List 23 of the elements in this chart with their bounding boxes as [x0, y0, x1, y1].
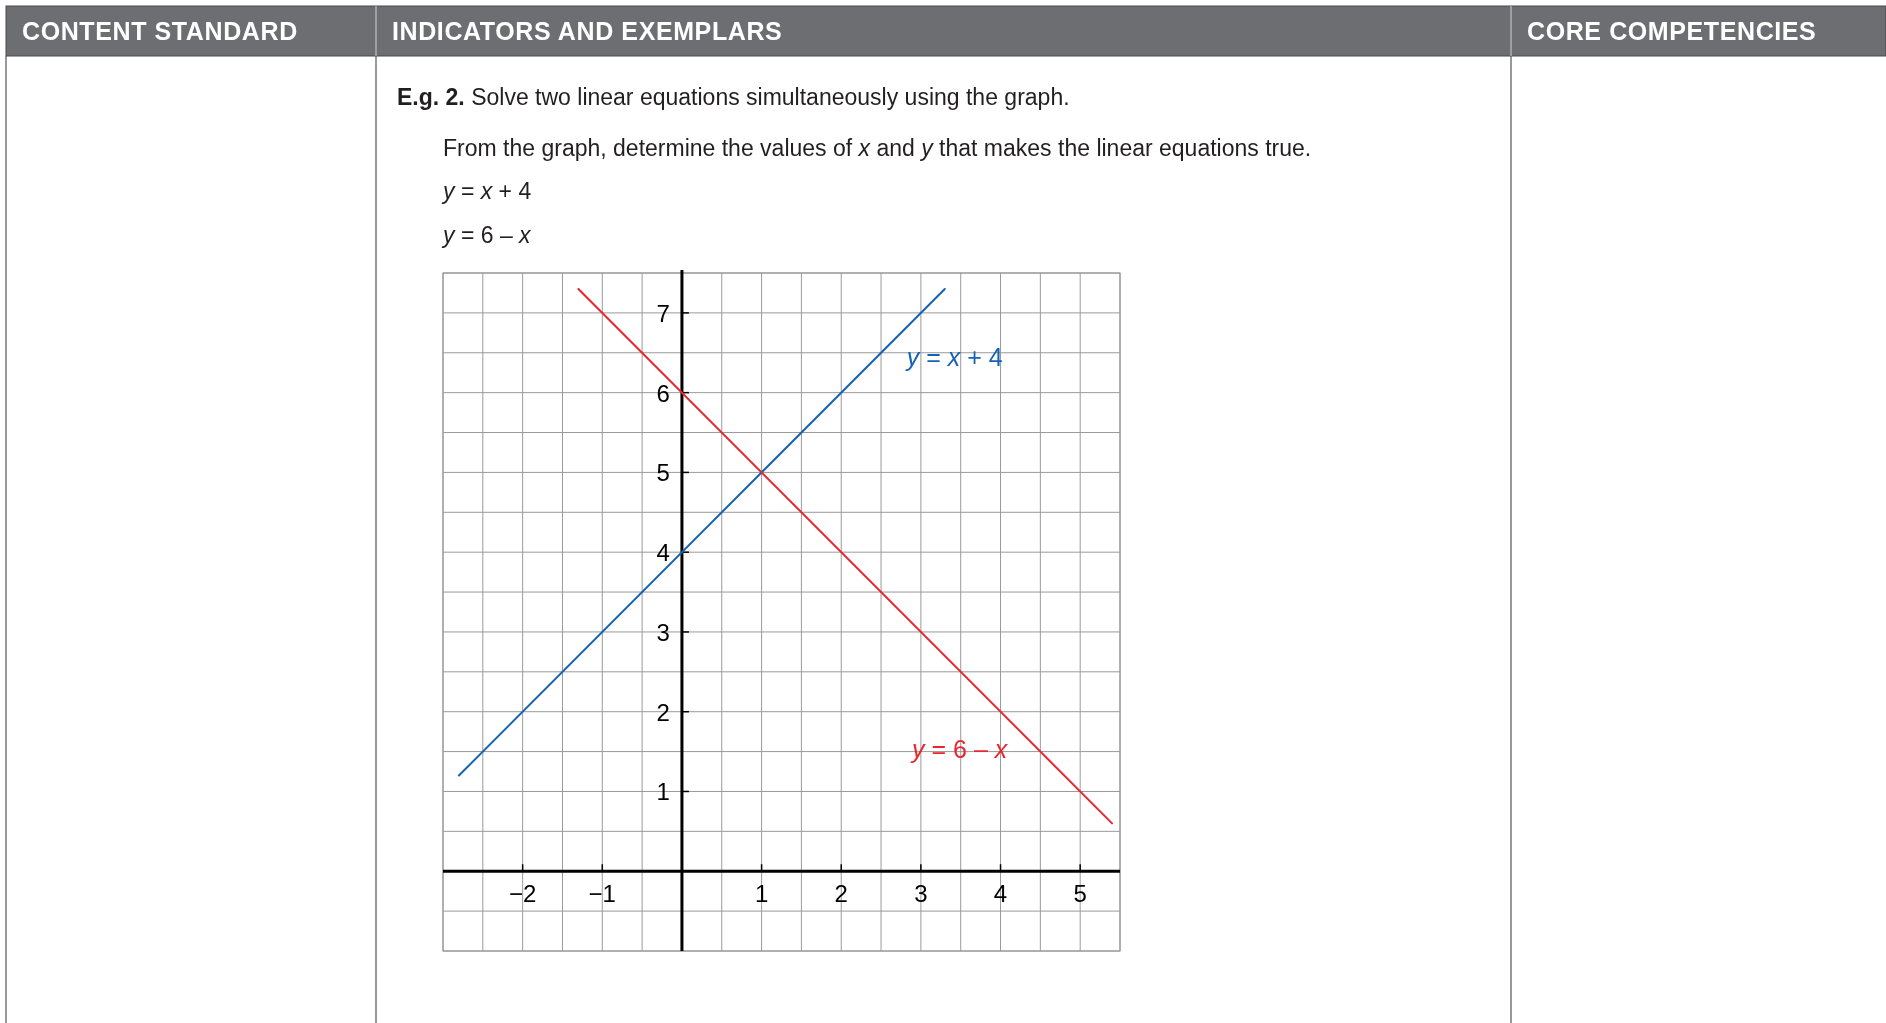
y-tick-label: 7 — [656, 299, 670, 327]
x-tick-label: 4 — [993, 880, 1008, 908]
series-label: y = x + 4 — [904, 343, 1003, 372]
x-tick-label: 3 — [914, 880, 928, 908]
x-tick-label: −2 — [508, 880, 537, 908]
x-tick-label: 2 — [834, 880, 848, 908]
y-tick-label: 3 — [656, 618, 670, 646]
y-tick-label: 1 — [656, 778, 670, 806]
text: y = 6 – x — [441, 222, 533, 248]
series-label: y = 6 – x — [910, 734, 1009, 763]
text: CORE COMPETENCIES — [1527, 17, 1817, 45]
text: From the graph, determine the values of x and y that makes the linear equations true. — [443, 135, 1312, 161]
y-tick-label: 4 — [656, 539, 670, 567]
text: y = x + 4 — [441, 178, 532, 204]
x-tick-label: 1 — [754, 880, 769, 908]
text: CONTENT STANDARD — [22, 17, 298, 45]
y-tick-label: 5 — [656, 459, 670, 487]
x-tick-label: −1 — [588, 880, 616, 908]
y-tick-label: 6 — [656, 379, 670, 407]
chart-title: E.g. 2. Solve two linear equations simultaneously using the graph. — [397, 84, 1070, 110]
text: INDICATORS AND EXEMPLARS — [392, 17, 783, 45]
x-tick-label: 5 — [1073, 880, 1087, 908]
y-tick-label: 2 — [656, 698, 670, 726]
